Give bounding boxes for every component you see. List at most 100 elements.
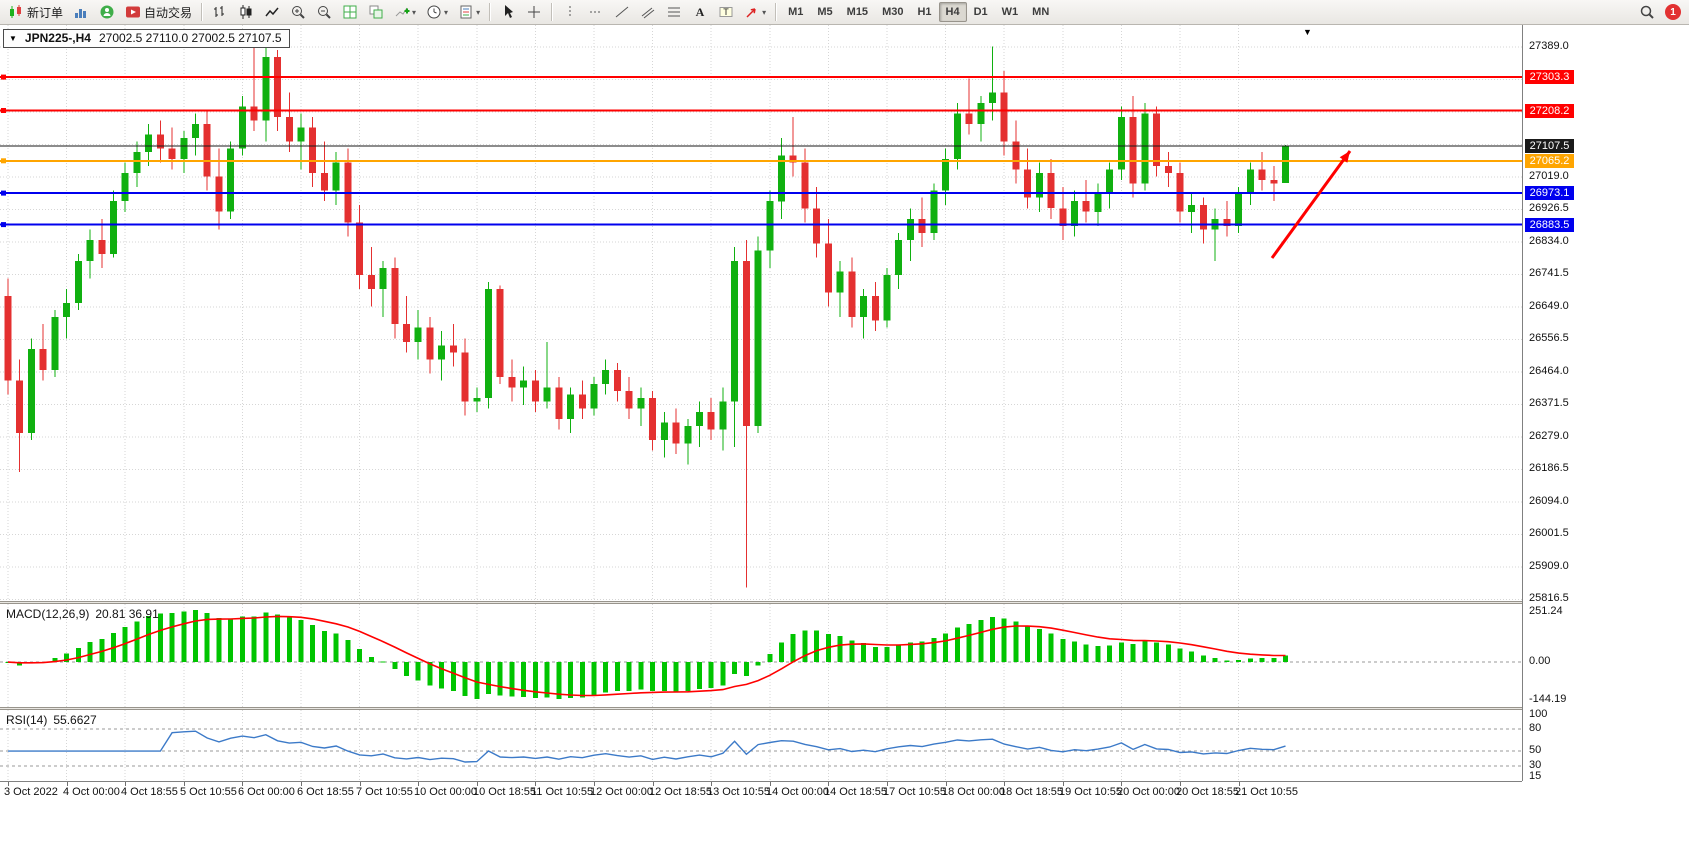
text-label-button[interactable]: T xyxy=(714,1,738,24)
price-axis-label: 26649.0 xyxy=(1529,300,1569,312)
arrange-windows-button[interactable] xyxy=(364,1,388,24)
crosshair-button[interactable] xyxy=(522,1,546,24)
symbol-collapse-icon[interactable]: ▼ xyxy=(9,33,17,43)
time-axis-label: 10 Oct 00:00 xyxy=(414,786,477,798)
timeframe-m30[interactable]: M30 xyxy=(882,6,904,18)
time-axis-label: 14 Oct 00:00 xyxy=(766,786,829,798)
price-axis[interactable]: 27389.0 27019.0 26926.5 26834.0 26741.5 26649… xyxy=(1522,25,1689,782)
macd-indicator-label: MACD(12,26,9) 20.81 36.91 xyxy=(6,607,159,621)
channel-icon xyxy=(640,4,656,20)
timeframe-h1[interactable]: H1 xyxy=(917,6,932,18)
tile-windows-button[interactable] xyxy=(338,1,362,24)
zoom-out-button[interactable] xyxy=(312,1,336,24)
macd-panel[interactable] xyxy=(0,604,1522,707)
panel-splitter[interactable] xyxy=(0,707,1689,710)
bar-chart-mode-button[interactable] xyxy=(208,1,232,24)
price-axis-label: 26464.0 xyxy=(1529,365,1569,377)
vertical-line-button[interactable] xyxy=(558,1,582,24)
timeframe-mn[interactable]: MN xyxy=(1032,6,1050,18)
time-axis-tick xyxy=(1121,782,1122,786)
toolbar-separator xyxy=(201,3,204,21)
profiles-button[interactable] xyxy=(95,1,119,24)
rsi-scale-label: 15 xyxy=(1529,770,1542,782)
main-chart-panel[interactable] xyxy=(0,25,1522,601)
timeframe-d1[interactable]: D1 xyxy=(973,6,988,18)
chevron-down-icon: ▾ xyxy=(476,7,481,17)
trend-line-button[interactable] xyxy=(610,1,634,24)
tline-icon xyxy=(614,4,630,20)
tile-icon xyxy=(342,4,358,20)
auto-trading-button[interactable]: 自动交易 xyxy=(121,1,196,24)
cursor-icon xyxy=(500,4,516,20)
cursor-button[interactable] xyxy=(496,1,520,24)
price-axis-label: 26371.5 xyxy=(1529,397,1569,409)
horizontal-line-button[interactable] xyxy=(584,1,608,24)
time-axis-tick xyxy=(242,782,243,786)
svg-text:A: A xyxy=(696,5,705,19)
crosshair-icon xyxy=(526,4,542,20)
toolbar-separator xyxy=(551,3,554,21)
rsi-scale-label: 100 xyxy=(1529,708,1548,720)
profile-icon xyxy=(99,4,115,20)
line-chart-mode-button[interactable] xyxy=(260,1,284,24)
time-axis-tick xyxy=(594,782,595,786)
price-tag: 27107.5 xyxy=(1525,139,1574,153)
time-axis[interactable]: 3 Oct 2022 4 Oct 00:00 4 Oct 18:55 5 Oct 10… xyxy=(0,781,1522,802)
zoom-in-icon xyxy=(290,4,306,20)
time-axis-label: 7 Oct 10:55 xyxy=(356,786,413,798)
time-axis-tick xyxy=(711,782,712,786)
macd-scale-label: 0.00 xyxy=(1529,655,1551,667)
vline-icon xyxy=(562,4,578,20)
chart-info-bar: ▼ JPN225-,H4 27002.5 27110.0 27002.5 271… xyxy=(3,29,290,48)
periods-button[interactable]: ▾ xyxy=(422,1,452,24)
bars-blue-icon xyxy=(73,4,89,20)
timeframe-m15[interactable]: M15 xyxy=(846,6,869,18)
timeframe-h4[interactable]: H4 xyxy=(938,2,967,22)
arrows-button[interactable]: ▾ xyxy=(740,1,770,24)
panel-splitter[interactable] xyxy=(0,601,1689,604)
chevron-down-icon: ▾ xyxy=(412,7,417,17)
time-axis-label: 5 Oct 10:55 xyxy=(180,786,237,798)
templates-button[interactable]: ▾ xyxy=(454,1,484,24)
ohlc-values: 27002.5 27110.0 27002.5 27107.5 xyxy=(98,31,282,45)
candlestick-mode-button[interactable] xyxy=(234,1,258,24)
macd-scale-label: 251.24 xyxy=(1529,605,1563,617)
price-axis-label: 26279.0 xyxy=(1529,430,1569,442)
ohlc-icon xyxy=(212,4,228,20)
price-axis-label: 26186.5 xyxy=(1529,462,1569,474)
rsi-scale-label: 30 xyxy=(1529,759,1542,771)
zoom-in-button[interactable] xyxy=(286,1,310,24)
price-tag: 27208.2 xyxy=(1525,104,1574,118)
time-axis-tick xyxy=(360,782,361,786)
price-axis-label: 27389.0 xyxy=(1529,40,1569,52)
time-axis-tick xyxy=(1063,782,1064,786)
equidistant-channel-button[interactable] xyxy=(636,1,660,24)
main-toolbar: 新订单 自动交易 ▾ ▾ ▾ A T ▾ M1 M5 M15 M30 H1 H4 D1 W1 MN 1 xyxy=(0,0,1689,25)
template-icon xyxy=(458,4,474,20)
rsi-panel[interactable] xyxy=(0,710,1522,781)
macd-scale-label: -144.19 xyxy=(1529,693,1567,705)
search-icon[interactable] xyxy=(1639,4,1655,20)
notification-badge[interactable]: 1 xyxy=(1665,4,1681,20)
timeframe-m5[interactable]: M5 xyxy=(817,6,833,18)
fibonacci-retracement-button[interactable] xyxy=(662,1,686,24)
price-axis-label: 26741.5 xyxy=(1529,267,1569,279)
charts-button[interactable] xyxy=(69,1,93,24)
time-axis-tick xyxy=(301,782,302,786)
chevron-down-icon: ▾ xyxy=(762,7,767,17)
order-icon xyxy=(8,4,24,20)
new-order-button[interactable]: 新订单 xyxy=(4,1,67,24)
indicators-button[interactable]: ▾ xyxy=(390,1,420,24)
price-axis-label: 27019.0 xyxy=(1529,170,1569,182)
arrow-shape-icon xyxy=(744,4,760,20)
autotrade-icon xyxy=(125,4,141,20)
timeframe-m1[interactable]: M1 xyxy=(788,6,804,18)
scroll-to-end-marker[interactable]: ▼ xyxy=(1303,27,1312,37)
text-button[interactable]: A xyxy=(688,1,712,24)
rsi-value: 55.6627 xyxy=(53,713,97,727)
annotation-arrow xyxy=(1270,150,1352,259)
price-tag: 27065.2 xyxy=(1525,154,1574,168)
time-axis-tick xyxy=(125,782,126,786)
toolbar-buttons: 新订单 自动交易 ▾ ▾ ▾ A T ▾ M1 M5 M15 M30 H1 H4 D1 W1 MN xyxy=(3,0,1056,24)
timeframe-w1[interactable]: W1 xyxy=(1001,6,1019,18)
